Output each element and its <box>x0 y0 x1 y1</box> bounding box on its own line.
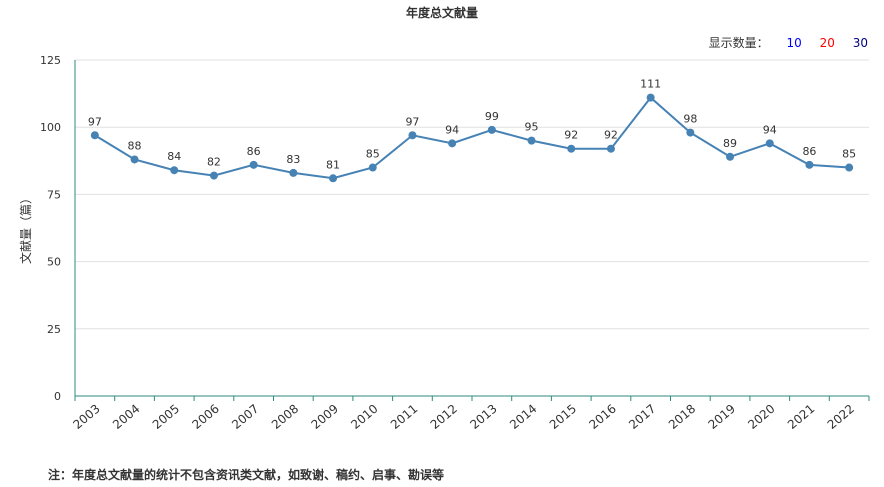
data-point <box>448 139 457 148</box>
data-label: 81 <box>326 158 340 171</box>
x-tick-label: 2016 <box>586 402 618 432</box>
x-tick-label: 2003 <box>70 402 102 432</box>
x-tick-label: 2012 <box>428 402 460 432</box>
data-label: 111 <box>640 78 661 91</box>
x-tick-label: 2013 <box>467 402 499 432</box>
data-label: 82 <box>207 156 221 169</box>
x-tick-label: 2006 <box>189 402 221 432</box>
y-tick-label: 25 <box>47 323 61 336</box>
data-point <box>845 163 854 172</box>
data-point <box>765 139 774 148</box>
data-label: 95 <box>525 121 539 134</box>
data-label: 99 <box>485 110 499 123</box>
data-label: 92 <box>604 129 618 142</box>
data-point <box>289 168 298 177</box>
data-point <box>408 131 417 140</box>
data-point <box>726 152 735 161</box>
x-tick-label: 2011 <box>388 402 420 432</box>
y-axis-label: 文献量（篇） <box>18 192 33 264</box>
data-point <box>90 131 99 140</box>
x-tick-label: 2018 <box>666 402 698 432</box>
x-tick-label: 2004 <box>110 402 142 432</box>
count-option-10[interactable]: 10 <box>786 36 802 50</box>
x-tick-label: 2022 <box>825 402 857 432</box>
count-option-30[interactable]: 30 <box>852 36 868 50</box>
x-tick-label: 2019 <box>706 402 738 432</box>
data-label: 89 <box>723 137 737 150</box>
y-tick-label: 0 <box>54 390 61 403</box>
data-label: 85 <box>842 148 856 161</box>
x-tick-label: 2015 <box>547 402 579 432</box>
data-label: 94 <box>763 123 777 136</box>
data-label: 84 <box>167 150 181 163</box>
data-point <box>249 160 258 169</box>
data-label: 97 <box>405 115 419 128</box>
data-label: 83 <box>286 153 300 166</box>
count-option-20[interactable]: 20 <box>819 36 835 50</box>
data-point <box>170 166 179 175</box>
x-tick-label: 2008 <box>269 402 301 432</box>
series-line <box>94 96 850 180</box>
count-label: 显示数量： <box>708 36 769 50</box>
x-tick-label: 2010 <box>348 402 380 432</box>
x-tick-label: 2005 <box>150 402 182 432</box>
x-tick-label: 2014 <box>507 402 539 432</box>
data-point <box>646 93 655 102</box>
data-point <box>686 128 695 137</box>
data-point <box>487 125 496 134</box>
x-tick-label: 2009 <box>309 402 341 432</box>
y-tick-label: 75 <box>47 188 61 201</box>
data-point <box>209 171 218 180</box>
chart-title: 年度总文献量 <box>405 6 478 20</box>
data-label: 94 <box>445 123 459 136</box>
count-selector: 显示数量： 10 20 30 <box>709 34 868 51</box>
data-point <box>527 136 536 145</box>
data-label: 88 <box>128 139 142 152</box>
y-tick-label: 50 <box>47 256 61 269</box>
y-tick-label: 100 <box>40 121 61 134</box>
footnote: 注：年度总文献量的统计不包含资讯类文献，如致谢、稿约、启事、勘误等 <box>48 468 445 482</box>
data-label: 97 <box>88 115 102 128</box>
data-point <box>567 144 576 153</box>
data-label: 86 <box>247 145 261 158</box>
data-point <box>805 160 814 169</box>
x-tick-label: 2007 <box>229 402 261 432</box>
y-tick-label: 125 <box>40 54 61 67</box>
data-point <box>606 144 615 153</box>
data-label: 92 <box>564 129 578 142</box>
data-point <box>368 163 377 172</box>
x-tick-label: 2017 <box>626 402 658 432</box>
data-point <box>329 174 338 183</box>
x-tick-label: 2021 <box>785 402 817 432</box>
data-label: 98 <box>683 113 697 126</box>
data-point <box>130 155 139 164</box>
x-tick-label: 2020 <box>745 402 777 432</box>
data-label: 86 <box>802 145 816 158</box>
data-label: 85 <box>366 148 380 161</box>
